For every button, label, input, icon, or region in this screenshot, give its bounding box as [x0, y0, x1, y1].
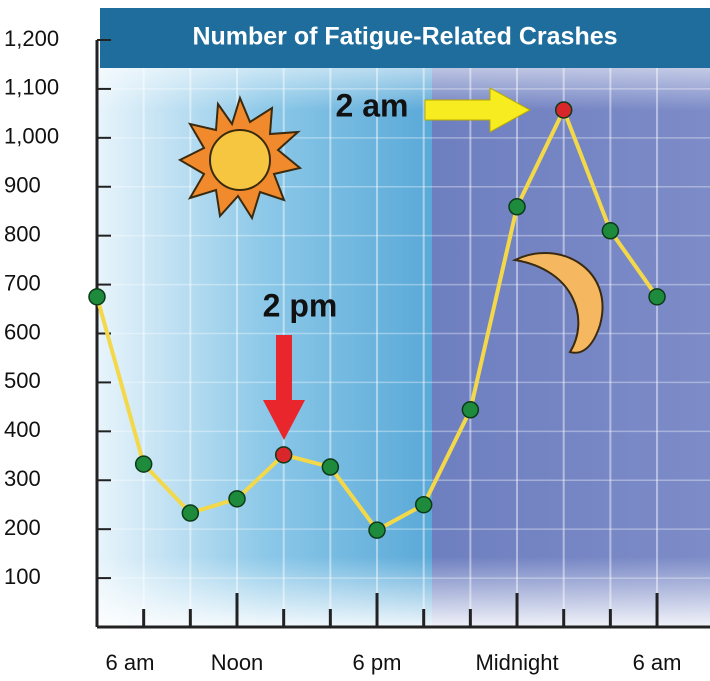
annotation: 2 am [336, 87, 409, 123]
x-tick-label: Midnight [475, 650, 558, 675]
x-tick-label: 6 am [106, 650, 155, 675]
data-point [602, 223, 618, 239]
data-point [416, 497, 432, 513]
x-tick-label: 6 pm [353, 650, 402, 675]
y-tick-label: 100 [4, 564, 41, 589]
y-tick-label: 1,000 [4, 124, 59, 149]
y-tick-label: 1,200 [4, 26, 59, 51]
y-tick-label: 800 [4, 221, 41, 246]
x-tick-label: 6 am [633, 650, 682, 675]
data-point [89, 289, 105, 305]
data-point [369, 522, 385, 538]
data-point [509, 199, 525, 215]
data-point [322, 459, 338, 475]
y-tick-label: 500 [4, 368, 41, 393]
y-tick-label: 200 [4, 515, 41, 540]
data-point [136, 456, 152, 472]
y-tick-label: 300 [4, 466, 41, 491]
y-tick-label: 600 [4, 319, 41, 344]
chart-title: Number of Fatigue-Related Crashes [192, 23, 617, 51]
y-tick-label: 400 [4, 417, 41, 442]
data-point [462, 402, 478, 418]
annotation: 2 pm [263, 287, 338, 323]
y-tick-label: 700 [4, 270, 41, 295]
data-point [276, 447, 292, 463]
page: {"chart_data": {"type": "line", "title":… [0, 0, 710, 681]
data-point [649, 289, 665, 305]
y-tick-label: 900 [4, 173, 41, 198]
data-point [229, 491, 245, 507]
chart: Number of Fatigue-Related Crashes 2 am 2… [0, 0, 710, 681]
y-tick-label: 1,100 [4, 75, 59, 100]
data-point [182, 505, 198, 521]
x-tick-label: Noon [211, 650, 264, 675]
data-point [556, 102, 572, 118]
